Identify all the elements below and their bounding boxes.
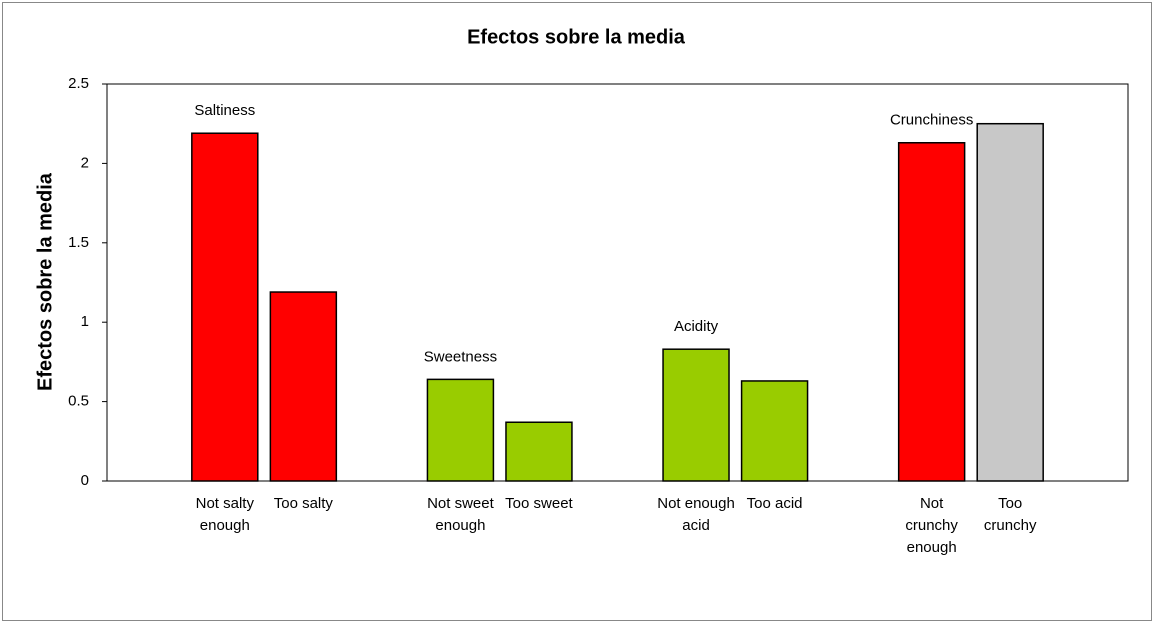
bar: [191, 132, 259, 482]
chart-title: Efectos sobre la media: [467, 26, 686, 48]
y-axis-title: Efectos sobre la media: [34, 172, 56, 391]
annotation: Acidity: [674, 318, 719, 335]
bar: [976, 122, 1044, 482]
x-tick-label: Too salty: [273, 495, 333, 512]
y-tick-label: 2.5: [68, 75, 89, 92]
annotation: Saltiness: [194, 102, 255, 119]
bar: [897, 142, 966, 482]
bar: [426, 378, 495, 482]
x-tick-label: Not salty enough: [195, 495, 254, 534]
bar: [662, 348, 730, 482]
annotation: Crunchiness: [890, 112, 973, 129]
plot-area: [106, 83, 1129, 482]
x-tick-label: Too acid: [746, 495, 803, 512]
bar: [269, 291, 338, 482]
x-tick-label: Too sweet: [505, 495, 573, 512]
y-tick-label: 1.5: [68, 234, 89, 251]
bar: [740, 380, 809, 482]
x-tick-label: Too crunchy: [983, 495, 1037, 534]
annotation: Sweetness: [424, 348, 497, 365]
y-tick-label: 1: [81, 313, 89, 330]
x-tick-label: Not sweet enough: [427, 495, 494, 534]
y-tick-label: 0.5: [68, 393, 89, 410]
x-tick-label: Not crunchy enough: [905, 495, 958, 556]
y-tick-label: 0: [81, 472, 89, 489]
x-tick-label: Not enough acid: [657, 495, 735, 534]
bar: [505, 421, 573, 482]
y-tick-label: 2: [81, 154, 89, 171]
